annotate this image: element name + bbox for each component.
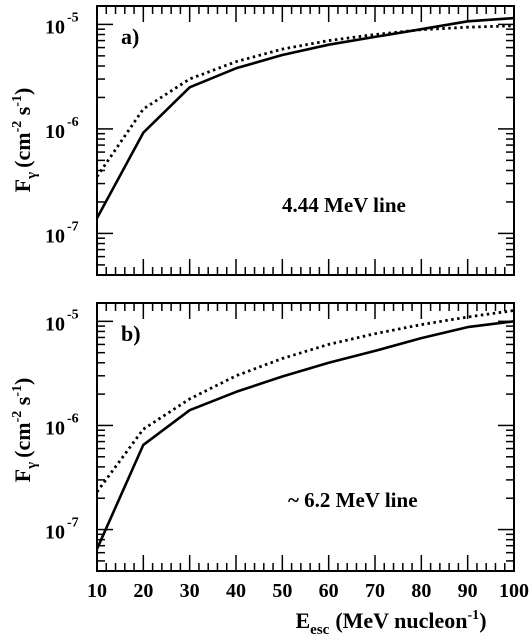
panel-a-annotation: 4.44 MeV line xyxy=(282,193,406,217)
panel-b-y-tick-label: 10 -5 xyxy=(45,307,79,335)
y-label-close: ) xyxy=(10,378,35,385)
x-label-close: ) xyxy=(479,608,486,633)
panel-a-series-solid xyxy=(95,16,515,219)
x-tick-label: 70 xyxy=(365,580,385,602)
x-tick-label: 50 xyxy=(272,580,292,602)
y-tick-exp: -6 xyxy=(67,115,79,130)
y-label-exp1: -2 xyxy=(10,121,25,133)
panel-a-y-tick-label: 10 -5 xyxy=(45,10,79,38)
y-tick-base: 10 xyxy=(45,417,65,439)
y-tick-base: 10 xyxy=(45,225,65,247)
panel-b-y-axis-label: Fγ (cm-2 s-1) xyxy=(10,378,40,483)
y-label-exp2: -1 xyxy=(10,385,25,397)
x-tick-label: 20 xyxy=(133,580,153,602)
x-label-exp: -1 xyxy=(468,608,480,623)
x-tick-label: 60 xyxy=(319,580,339,602)
panel-a-y-axis-label: Fγ (cm-2 s-1) xyxy=(10,88,40,193)
panel-a-y-tick-label: 10 -7 xyxy=(45,219,79,247)
panel-a-series-dotted xyxy=(95,24,515,178)
y-tick-base: 10 xyxy=(45,121,65,143)
y-label-main: F xyxy=(10,469,35,482)
y-tick-exp: -5 xyxy=(67,307,79,322)
x-tick-label: 80 xyxy=(411,580,431,602)
panel-b-frame xyxy=(96,302,515,572)
y-label-mid: s xyxy=(10,106,35,121)
panel-a: 10-710-610 -5a)4.44 MeV line xyxy=(45,5,515,276)
panel-a-label: a) xyxy=(121,24,139,49)
x-axis-label: Eesc (MeV nucleon-1) xyxy=(295,608,486,638)
y-tick-exp: -5 xyxy=(67,10,79,25)
y-tick-exp: -6 xyxy=(67,411,79,426)
x-label-sub: esc xyxy=(310,622,329,638)
panel-a-frame xyxy=(96,5,515,276)
y-tick-exp: -7 xyxy=(67,219,79,234)
y-tick-base: 10 xyxy=(45,522,65,544)
y-label-unit: (cm xyxy=(10,422,35,457)
panel-a-y-tick-label: 10 -6 xyxy=(45,115,79,143)
y-label-sub: γ xyxy=(24,462,40,470)
x-tick-label: 40 xyxy=(226,580,246,602)
y-label-main: F xyxy=(10,179,35,192)
x-label-unit: (MeV nucleon xyxy=(335,608,467,633)
y-tick-exp: -7 xyxy=(67,516,79,531)
x-tick-label: 90 xyxy=(458,580,478,602)
x-label-main: E xyxy=(295,608,310,633)
x-tick-label: 10 xyxy=(87,580,107,602)
y-label-close: ) xyxy=(10,88,35,95)
x-tick-label: 30 xyxy=(180,580,200,602)
panel-b-y-tick-label: 10 -7 xyxy=(45,516,79,544)
y-label-unit: (cm xyxy=(10,132,35,167)
y-label-exp1: -2 xyxy=(10,411,25,423)
panel-b-series-dotted xyxy=(95,309,515,493)
panel-b-annotation: ~ 6.2 MeV line xyxy=(288,488,418,512)
panel-b-series-solid xyxy=(95,320,515,550)
y-tick-base: 10 xyxy=(45,313,65,335)
y-label-exp2: -1 xyxy=(10,95,25,107)
panel-b-label: b) xyxy=(121,321,141,346)
panel-b-y-tick-label: 10 -6 xyxy=(45,411,79,439)
y-tick-base: 10 xyxy=(45,16,65,38)
y-label-mid: s xyxy=(10,396,35,411)
y-label-sub: γ xyxy=(24,172,40,180)
x-tick-label: 100 xyxy=(499,580,529,602)
